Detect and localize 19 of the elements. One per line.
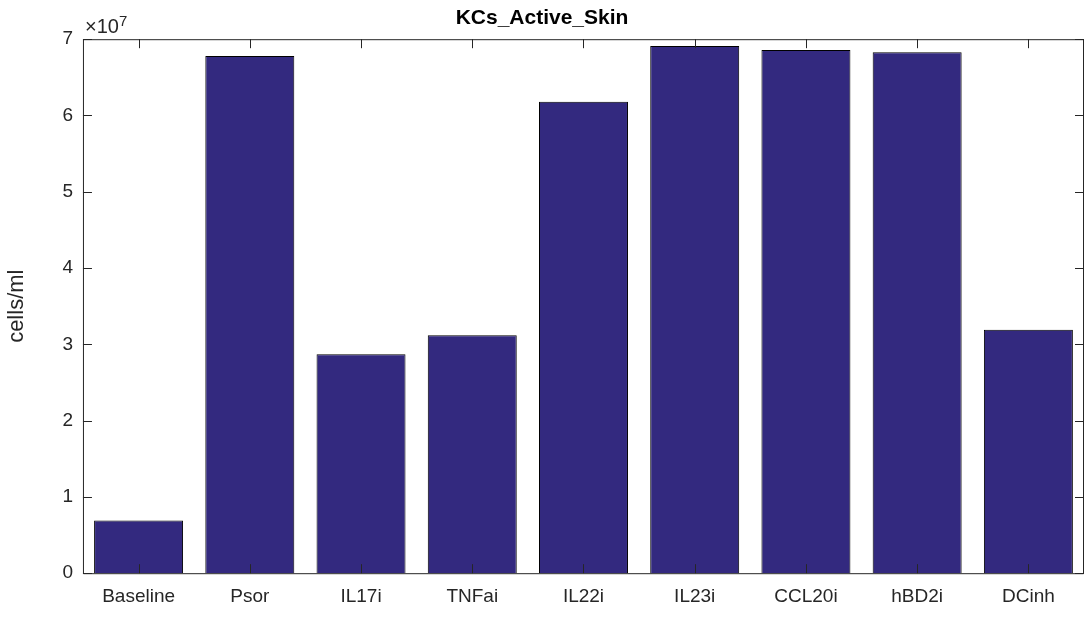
x-tick-label: IL22i (562, 584, 605, 606)
x-tick-label: Baseline (102, 584, 176, 606)
chart-title: KCs_Active_Skin (455, 5, 629, 29)
y-tick-label: 0 (62, 561, 73, 583)
y-tick-label: 6 (62, 103, 73, 125)
y-tick-label: 3 (62, 332, 73, 354)
x-tick-label: DCinh (1001, 584, 1055, 606)
y-tick-label: 7 (62, 27, 73, 49)
x-tick-label: Psor (230, 584, 271, 606)
x-tick-label: CCL20i (774, 584, 838, 606)
x-tick-label: IL23i (674, 584, 716, 606)
x-tick-label: IL17i (340, 584, 382, 606)
y-tick-label: 5 (62, 180, 73, 202)
y-tick-label: 2 (62, 408, 73, 430)
y-axis-title: cells/ml (3, 269, 29, 343)
y-tick-label: 4 (62, 256, 74, 278)
x-tick-label: hBD2i (891, 584, 944, 606)
x-tick-label: TNFai (446, 584, 499, 606)
y-tick-label: 1 (62, 485, 73, 507)
